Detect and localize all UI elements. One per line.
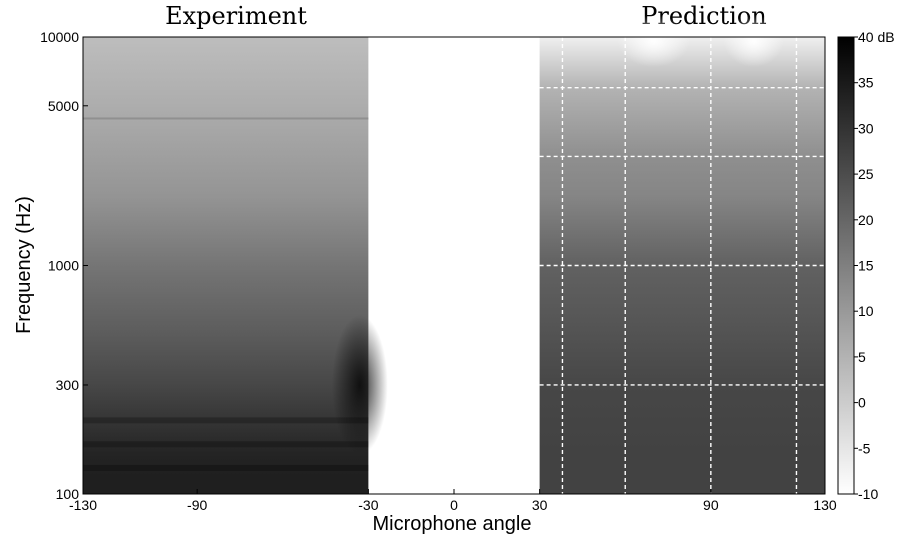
colorbar-tick-label: 15 (858, 258, 874, 274)
experiment-heatmap-fill (83, 37, 369, 494)
colorbar-gradient (837, 36, 855, 495)
x-axis-label: Microphone angle (373, 513, 532, 535)
experiment-band-line (83, 117, 369, 120)
prediction-bright-lobe (617, 15, 690, 67)
y-tick-label: 1000 (48, 258, 79, 274)
colorbar-tick-label: 35 (858, 75, 874, 91)
colorbar: -10 -5 0 5 10 15 20 25 30 35 40 dB (837, 29, 895, 502)
x-tick-label: 90 (703, 497, 719, 513)
x-tick-label: 130 (813, 497, 837, 513)
prediction-bright-lobe (723, 15, 784, 67)
prediction-heatmap (539, 15, 825, 494)
colorbar-tick-label: 10 (858, 303, 874, 319)
x-tick-label: 0 (450, 497, 458, 513)
colorbar-tick-label: 25 (858, 166, 874, 182)
colorbar-tick-label: -5 (858, 440, 871, 456)
experiment-low-band (83, 441, 369, 448)
experiment-heatmap (83, 37, 388, 494)
y-axis-ticks: 100 300 1000 5000 10000 (40, 29, 88, 502)
x-tick-label: -30 (358, 497, 378, 513)
colorbar-tick-label: -10 (858, 486, 878, 502)
colorbar-tick-label: 20 (858, 212, 874, 228)
y-tick-label: 10000 (40, 29, 79, 45)
colorbar-tick-label: 40 dB (858, 29, 895, 45)
x-axis-ticks: -130 -90 -30 0 30 90 130 (69, 489, 837, 513)
experiment-title: Experiment (165, 2, 307, 30)
y-tick-label: 300 (56, 377, 80, 393)
y-tick-label: 5000 (48, 98, 79, 114)
colorbar-tick-label: 30 (858, 120, 874, 136)
experiment-dark-region (331, 314, 388, 455)
y-tick-label: 100 (56, 486, 80, 502)
colorbar-tick-label: 5 (858, 349, 866, 365)
x-tick-label: 30 (532, 497, 548, 513)
colorbar-tick-label: 0 (858, 395, 866, 411)
x-tick-label: -90 (187, 497, 207, 513)
y-axis-label: Frequency (Hz) (13, 196, 35, 334)
experiment-low-band (83, 417, 369, 424)
x-tick-label: -130 (69, 497, 97, 513)
experiment-low-band (83, 464, 369, 471)
